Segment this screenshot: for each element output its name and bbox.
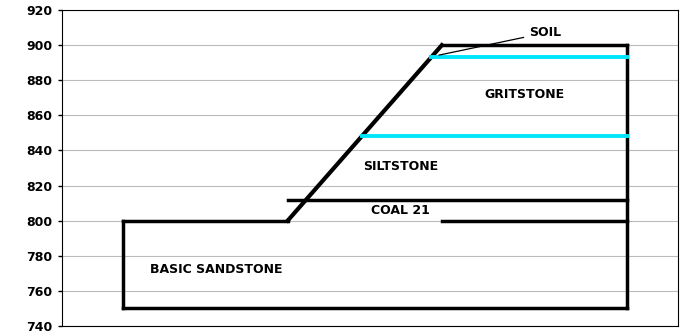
Text: SILTSTONE: SILTSTONE: [363, 160, 438, 173]
Text: BASIC SANDSTONE: BASIC SANDSTONE: [149, 263, 282, 276]
Text: SOIL: SOIL: [439, 27, 561, 55]
Text: GRITSTONE: GRITSTONE: [484, 88, 564, 101]
Text: COAL 21: COAL 21: [371, 204, 430, 217]
